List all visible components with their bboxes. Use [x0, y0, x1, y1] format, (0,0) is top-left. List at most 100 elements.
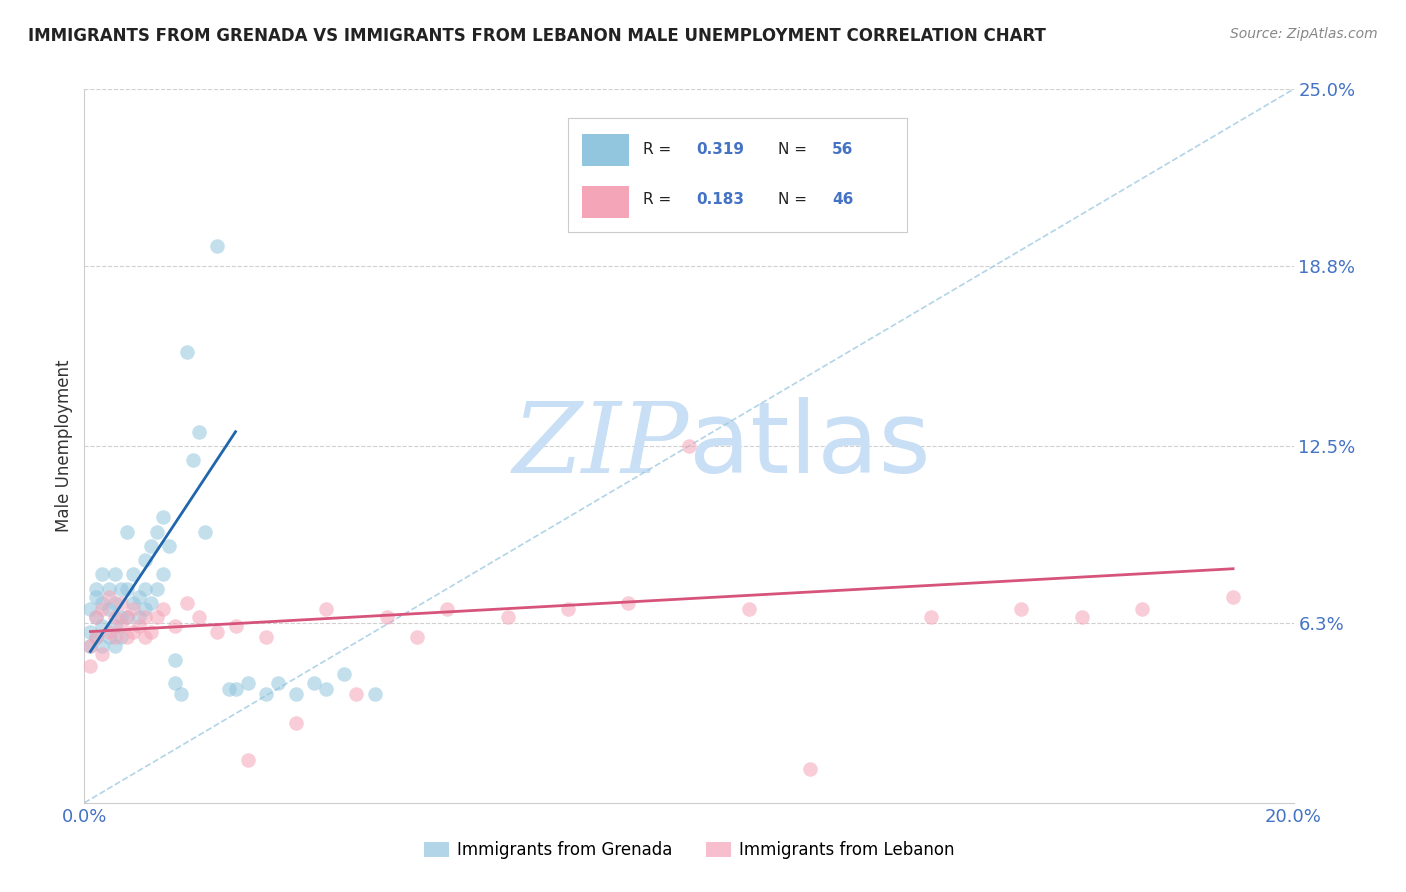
- Point: [104, 619, 127, 633]
- Point: [165, 676, 187, 690]
- Point: [110, 630, 132, 644]
- Point: [86, 610, 108, 624]
- Point: [225, 619, 247, 633]
- Legend: Immigrants from Grenada, Immigrants from Lebanon: Immigrants from Grenada, Immigrants from…: [416, 835, 962, 866]
- Point: [91, 648, 114, 662]
- Point: [134, 630, 156, 644]
- Point: [1071, 610, 1094, 624]
- Point: [121, 596, 143, 610]
- Point: [121, 567, 143, 582]
- Point: [91, 619, 114, 633]
- Point: [738, 601, 761, 615]
- Point: [104, 610, 127, 624]
- Y-axis label: Male Unemployment: Male Unemployment: [55, 359, 73, 533]
- Point: [188, 610, 211, 624]
- Point: [920, 610, 942, 624]
- Point: [134, 601, 156, 615]
- Point: [97, 591, 120, 605]
- Point: [285, 687, 308, 701]
- Text: ZIP: ZIP: [513, 399, 689, 493]
- Point: [315, 681, 337, 696]
- Point: [363, 687, 385, 701]
- Text: IMMIGRANTS FROM GRENADA VS IMMIGRANTS FROM LEBANON MALE UNEMPLOYMENT CORRELATION: IMMIGRANTS FROM GRENADA VS IMMIGRANTS FR…: [28, 27, 1046, 45]
- Point: [139, 624, 162, 639]
- Point: [115, 610, 138, 624]
- Point: [176, 344, 198, 359]
- Point: [165, 619, 187, 633]
- Point: [1222, 591, 1244, 605]
- Point: [1130, 601, 1153, 615]
- Point: [557, 601, 579, 615]
- Point: [86, 582, 108, 596]
- Point: [97, 601, 120, 615]
- Point: [104, 630, 127, 644]
- Point: [181, 453, 204, 467]
- Point: [97, 630, 120, 644]
- Point: [104, 639, 127, 653]
- Point: [104, 567, 127, 582]
- Point: [406, 630, 429, 644]
- Point: [236, 676, 259, 690]
- Point: [110, 610, 132, 624]
- Point: [86, 630, 108, 644]
- Point: [86, 630, 108, 644]
- Point: [121, 601, 143, 615]
- Point: [254, 687, 277, 701]
- Point: [496, 610, 519, 624]
- Point: [97, 624, 120, 639]
- Point: [346, 687, 368, 701]
- Point: [152, 567, 174, 582]
- Point: [128, 610, 150, 624]
- Point: [225, 681, 247, 696]
- Point: [79, 601, 101, 615]
- Point: [110, 596, 132, 610]
- Point: [121, 624, 143, 639]
- Point: [152, 601, 174, 615]
- Point: [285, 715, 308, 730]
- Point: [617, 596, 640, 610]
- Point: [79, 639, 101, 653]
- Point: [146, 610, 169, 624]
- Point: [139, 596, 162, 610]
- Point: [115, 524, 138, 539]
- Point: [79, 639, 101, 653]
- Point: [146, 524, 169, 539]
- Point: [236, 753, 259, 767]
- Point: [799, 762, 821, 776]
- Point: [146, 582, 169, 596]
- Point: [207, 624, 229, 639]
- Point: [86, 591, 108, 605]
- Point: [194, 524, 217, 539]
- Point: [134, 582, 156, 596]
- Point: [110, 582, 132, 596]
- Point: [86, 610, 108, 624]
- Point: [302, 676, 325, 690]
- Text: atlas: atlas: [689, 398, 931, 494]
- Point: [254, 630, 277, 644]
- Text: Source: ZipAtlas.com: Source: ZipAtlas.com: [1230, 27, 1378, 41]
- Point: [1011, 601, 1033, 615]
- Point: [128, 591, 150, 605]
- Point: [97, 582, 120, 596]
- Point: [267, 676, 290, 690]
- Point: [152, 510, 174, 524]
- Point: [165, 653, 187, 667]
- Point: [115, 630, 138, 644]
- Point: [157, 539, 180, 553]
- Point: [79, 658, 101, 673]
- Point: [375, 610, 398, 624]
- Point: [170, 687, 193, 701]
- Point: [79, 624, 101, 639]
- Point: [207, 239, 229, 253]
- Point: [436, 601, 458, 615]
- Point: [188, 425, 211, 439]
- Point: [218, 681, 240, 696]
- Point: [134, 610, 156, 624]
- Point: [115, 582, 138, 596]
- Point: [333, 667, 356, 681]
- Point: [110, 619, 132, 633]
- Point: [139, 539, 162, 553]
- Point: [91, 567, 114, 582]
- Point: [678, 439, 700, 453]
- Point: [91, 601, 114, 615]
